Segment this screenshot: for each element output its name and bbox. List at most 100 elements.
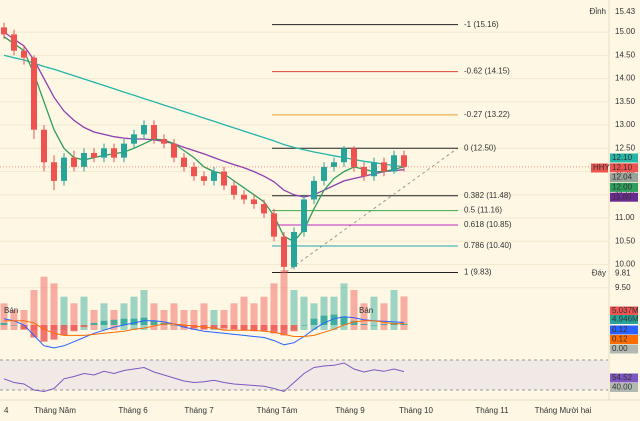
x-tick-label: Tháng 10 — [399, 406, 433, 415]
volume-bar — [130, 296, 138, 330]
x-tick-label: Tháng Mười hai — [535, 406, 592, 415]
candle-body — [301, 199, 307, 232]
macd-histogram — [110, 319, 118, 325]
y-tick-label: 14.50 — [615, 50, 636, 59]
candle-body — [311, 180, 317, 200]
symbol: HHY — [593, 163, 611, 172]
volume-bar — [270, 283, 278, 330]
macd-histogram — [100, 320, 108, 325]
fib-label: 0.382 (11.48) — [464, 191, 511, 200]
candle-body — [11, 34, 17, 51]
macd-histogram — [210, 325, 218, 330]
macd-histogram — [0, 322, 8, 325]
moving-average — [3, 54, 405, 168]
candle-body — [161, 139, 167, 144]
fib-label: 0.786 (10.40) — [464, 241, 512, 250]
rsi-tag-label: 40.00 — [612, 383, 633, 392]
fib-label: 0 (12.50) — [464, 143, 496, 152]
candle-body — [131, 134, 137, 144]
price-tag-label: 12.10 — [612, 163, 633, 172]
y-tick-label: 13.00 — [615, 120, 636, 129]
volume-bar — [0, 303, 8, 330]
y-tick-label: 15.00 — [615, 27, 636, 36]
macd-histogram — [260, 325, 268, 332]
candle-body — [241, 194, 247, 200]
macd-histogram — [400, 323, 408, 325]
volume-tag-label: 5.037M — [612, 306, 639, 315]
candle-body — [21, 50, 27, 58]
candle-body — [291, 231, 297, 267]
candle-body — [231, 185, 237, 195]
candle-body — [211, 171, 217, 181]
candle-body — [321, 166, 327, 181]
macd-tag — [610, 335, 638, 344]
rsi-tag — [610, 373, 638, 383]
macd-histogram — [30, 325, 38, 338]
candle-body — [81, 152, 87, 167]
macd-histogram — [80, 325, 88, 328]
macd-histogram — [140, 317, 148, 325]
x-tick-label: Tháng Tám — [257, 406, 298, 415]
price-tag — [610, 153, 638, 163]
price-tag — [610, 182, 638, 192]
price-tag-label: 12.04 — [612, 173, 633, 182]
candle-body — [401, 155, 407, 167]
fib-label: 0.618 (10.85) — [464, 220, 512, 229]
volume-bar — [250, 303, 258, 330]
volume-bar — [380, 303, 388, 330]
macd-tag — [610, 325, 638, 335]
symbol-badge — [591, 163, 608, 173]
volume-bar — [180, 310, 188, 330]
candle-body — [31, 57, 37, 130]
rsi-line — [3, 362, 405, 393]
volume-bar — [140, 290, 148, 330]
candle-body — [221, 171, 227, 186]
volume-bar — [190, 310, 198, 330]
candle-body — [111, 148, 117, 158]
trend-line — [285, 147, 459, 273]
x-tick-label: Tháng Năm — [34, 406, 76, 415]
volume-bar — [240, 296, 248, 330]
macd-histogram — [220, 325, 228, 329]
x-tick-label: Tháng 7 — [184, 406, 214, 415]
macd-histogram — [280, 325, 288, 336]
fib-label: -0.27 (13.22) — [464, 110, 510, 119]
volume-bar — [150, 303, 158, 330]
volume-tag-label: 4.946M — [612, 315, 639, 324]
candle-body — [41, 129, 47, 163]
fib-label: 1 (9.83) — [464, 268, 492, 277]
macd-histogram — [190, 325, 198, 329]
y-tick-label: 12.50 — [615, 143, 636, 152]
volume-bar — [170, 303, 178, 330]
x-tick-label: Tháng 9 — [335, 406, 365, 415]
x-tick-label: Tháng 6 — [118, 406, 148, 415]
y-tick-label: 10.00 — [615, 260, 636, 269]
volume-bar — [50, 283, 58, 330]
price-tag — [610, 192, 638, 202]
macd-histogram — [40, 325, 48, 342]
candle-body — [51, 162, 57, 181]
candle-body — [281, 236, 287, 267]
volume-bar — [330, 296, 338, 330]
candle-body — [181, 157, 187, 167]
candle-body — [141, 125, 147, 135]
candle-body — [71, 157, 77, 167]
candle-body — [101, 148, 107, 158]
x-tick-label: Tháng 11 — [475, 406, 509, 415]
macd-histogram — [170, 325, 178, 326]
candle-body — [371, 162, 377, 177]
volume-bar — [200, 303, 208, 330]
volume-bar — [360, 303, 368, 330]
macd-histogram — [360, 323, 368, 325]
candle-body — [1, 27, 7, 35]
candle-body — [351, 148, 357, 167]
candle-body — [151, 125, 157, 140]
volume-bar — [20, 310, 28, 330]
macd-tag-label: 0.12 — [612, 325, 628, 334]
volume-bar — [160, 310, 168, 330]
macd-histogram — [240, 325, 248, 331]
volume-bar — [350, 290, 358, 330]
candle-body — [271, 213, 277, 237]
signal-label: Bán — [4, 306, 18, 315]
macd-tag — [610, 344, 638, 354]
